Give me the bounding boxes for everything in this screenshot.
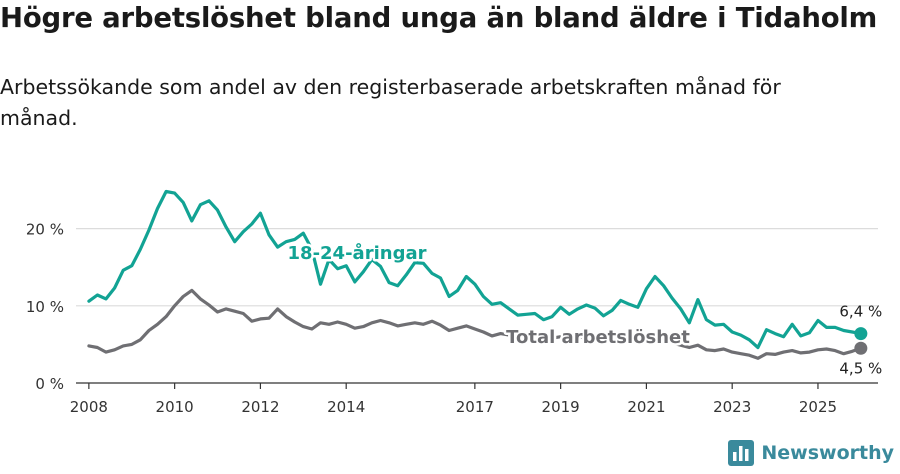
series-labels: 18-24-åringar Total arbetslöshet 6,4 % 4,5 … (285, 240, 882, 378)
series-line-youth (87, 189, 863, 350)
x-tick-label: 2021 (627, 398, 665, 416)
brand-footer: Newsworthy (728, 440, 894, 466)
end-value-youth: 6,4 % (839, 303, 882, 321)
end-marker-total (854, 341, 868, 355)
series-lines (87, 189, 868, 360)
x-tick-label: 2010 (156, 398, 194, 416)
x-tick-label: 2019 (542, 398, 580, 416)
x-tick-label: 2025 (799, 398, 837, 416)
end-value-total: 4,5 % (839, 359, 882, 377)
x-tick-label: 2023 (713, 398, 751, 416)
y-tick-label: 0 % (35, 375, 64, 393)
bar-chart-logo-icon (728, 440, 755, 466)
x-tick-label: 2012 (241, 398, 279, 416)
series-label-youth: 18-24-åringar (288, 242, 427, 264)
x-axis: 2008 2010 2012 2014 2017 2019 2021 2023 2025 (70, 382, 878, 416)
series-line-total (87, 288, 863, 360)
y-axis-ticks: 0 % 10 % 20 % (26, 221, 64, 393)
x-tick-label: 2017 (456, 398, 494, 416)
brand-name: Newsworthy (761, 442, 894, 464)
chart-title: Högre arbetslöshet bland unga än bland ä… (0, 2, 878, 34)
x-tick-label: 2014 (327, 398, 365, 416)
chart-subtitle: Arbetssökande som andel av den registerb… (0, 75, 781, 130)
y-tick-label: 10 % (26, 298, 64, 316)
x-tick-label: 2008 (70, 398, 108, 416)
end-marker-youth (854, 327, 868, 341)
series-label-total: Total arbetslöshet (506, 327, 690, 348)
y-tick-label: 20 % (26, 221, 64, 239)
